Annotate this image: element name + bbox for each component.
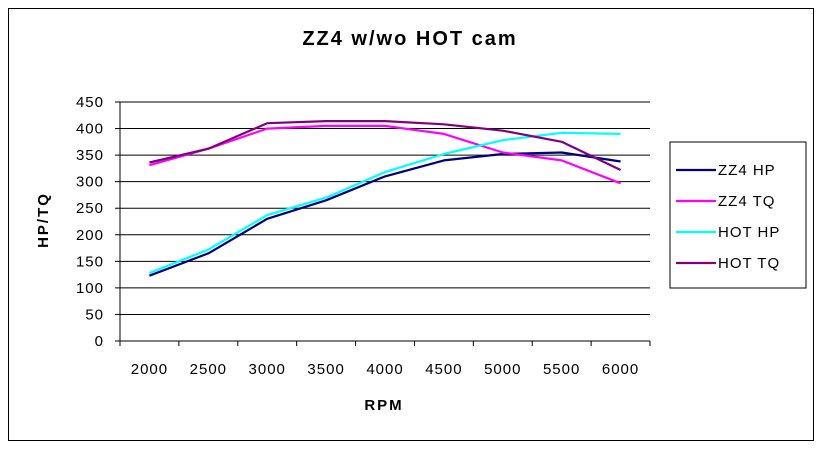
y-tick-label-400: 400 <box>76 121 104 138</box>
y-tick-label-200: 200 <box>76 227 104 244</box>
y-tick-label-0: 0 <box>95 333 104 350</box>
y-tick-label-50: 50 <box>85 306 104 323</box>
x-tick-label-3000: 3000 <box>249 361 286 378</box>
plot-area: 0 50 100 150 200 250 300 350 400 450 2000 2500 3000 3… <box>76 94 651 378</box>
y-axis-title: HP/TQ <box>35 192 52 248</box>
legend-label-hot-hp: HOT HP <box>718 224 780 241</box>
legend-label-zz4-hp: ZZ4 HP <box>718 162 776 179</box>
x-axis-title: RPM <box>364 397 403 414</box>
y-tick-label-150: 150 <box>76 253 104 270</box>
legend-label-hot-tq: HOT TQ <box>718 255 780 272</box>
y-tick-label-300: 300 <box>76 174 104 191</box>
legend: ZZ4 HP ZZ4 TQ HOT HP HOT TQ <box>669 141 807 289</box>
x-tick-label-4000: 4000 <box>366 361 403 378</box>
y-tick-label-450: 450 <box>76 94 104 111</box>
y-tick-label-100: 100 <box>76 280 104 297</box>
series-line-zz4-tq <box>149 124 621 185</box>
x-tick-label-5500: 5500 <box>543 361 580 378</box>
y-tick-label-350: 350 <box>76 147 104 164</box>
x-tick-label-4500: 4500 <box>425 361 462 378</box>
y-tick-label-250: 250 <box>76 200 104 217</box>
legend-label-zz4-tq: ZZ4 TQ <box>718 193 775 210</box>
chart-title: ZZ4 w/wo HOT cam <box>302 28 517 50</box>
x-tick-label-5000: 5000 <box>484 361 521 378</box>
series-line-hot-hp <box>148 131 621 275</box>
x-tick-label-2000: 2000 <box>131 361 168 378</box>
x-tick-label-3500: 3500 <box>307 361 344 378</box>
series-line-hot-tq <box>149 119 622 171</box>
series-line-zz4-hp <box>149 151 621 277</box>
x-tick-label-2500: 2500 <box>190 361 227 378</box>
x-tick-label-6000: 6000 <box>602 361 639 378</box>
plot-background <box>120 102 650 341</box>
